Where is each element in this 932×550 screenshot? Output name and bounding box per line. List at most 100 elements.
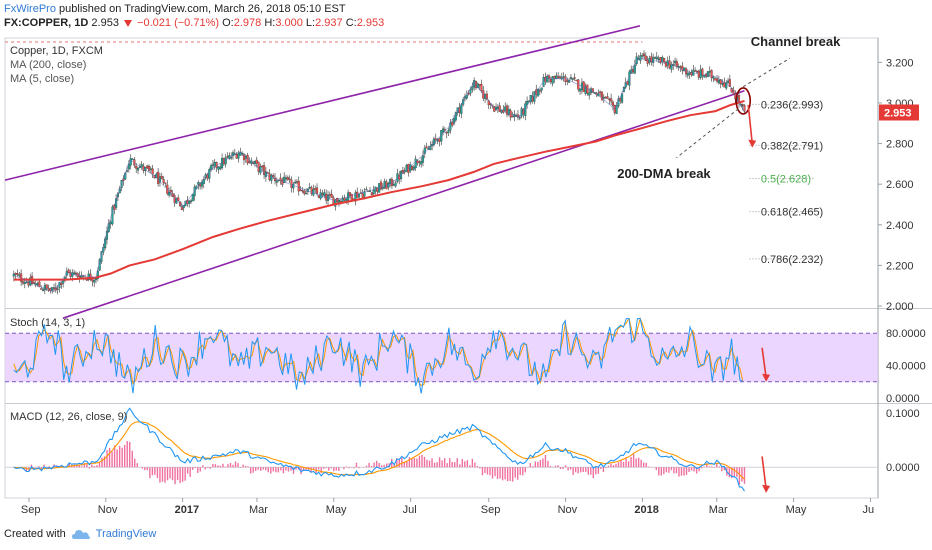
candle-body [379,181,383,190]
candle-body [109,221,112,225]
candle-body [372,189,375,195]
candle-body [447,130,450,133]
candle-body [546,75,549,83]
macd-line [13,407,745,492]
candle-body [699,69,702,79]
candle-body [679,66,682,68]
candle-body [505,105,509,115]
candle-body [67,269,70,274]
candle-body [507,109,510,115]
candle-body [297,180,300,192]
candle-body [140,164,143,167]
dma-break-pointer [676,104,744,159]
candle-body [350,193,353,201]
candle-body [135,165,138,169]
candle-body [719,79,722,84]
candle-body [191,194,194,202]
candle-body [328,194,331,196]
candle-body [356,191,359,198]
candle-body [526,100,529,105]
down-triangle-icon [124,19,133,27]
candle-body [628,71,631,86]
candle-body [292,183,295,189]
candle-body [147,166,151,171]
candle-body [272,175,275,178]
candle-body [622,87,625,92]
price-tick-label: 2.800 [886,139,914,151]
candle-body [416,160,419,164]
candle-body [180,206,183,210]
time-tick-label: Ju [862,504,874,516]
candle-body [611,101,615,106]
candle-body [321,193,324,195]
candle-body [51,287,54,291]
time-tick-label: Mar [709,504,728,516]
ma5-line [13,57,745,293]
candle-body [442,128,445,133]
publisher-link[interactable]: FxWirePro [4,3,56,15]
channel-break-annotation: Channel break [751,34,841,49]
candle-body [149,168,152,170]
candle-body [661,57,664,63]
candle-body [18,274,21,277]
stoch-band [5,333,878,382]
candle-body [166,184,169,194]
candle-body [294,181,297,184]
price-down-arrow [747,104,754,144]
candle-body [136,168,140,171]
candle-body [564,76,567,83]
candle-body [343,197,346,201]
candle-body [248,161,251,163]
candle-body [126,170,129,172]
candle-body [383,181,386,188]
candle-body [290,179,293,188]
candle-body [657,58,660,60]
candle-body [600,91,604,101]
candle-body [317,195,320,198]
channel-lower-line [62,90,745,319]
candle-body [721,83,724,85]
created-with-text: Created with [4,528,66,540]
candle-body [270,174,273,181]
candle-body [94,278,98,280]
candle-body [675,61,678,67]
candle-body [644,55,647,61]
stoch-down-arrow-head [762,373,771,382]
candle-body [255,159,258,164]
candle-body [127,163,130,170]
close-label: C: [345,17,357,29]
open-label: O: [222,17,234,29]
candle-body [21,281,25,284]
price-tick-label: 3.200 [886,57,914,69]
candle-body [639,55,642,61]
candle-body [694,70,697,72]
candle-body [237,153,240,159]
tradingview-brand[interactable]: TradingView [95,528,157,540]
candle-body [670,64,673,70]
candle-body [160,176,163,179]
candle-body [533,91,536,102]
candle-body [129,158,132,166]
candle-body [345,198,348,202]
last-price: 2.953 [91,17,119,29]
macd-tick-label: 0.0000 [886,462,920,474]
candle-body [560,77,563,80]
candle-body [310,187,313,194]
candle-body [235,153,238,159]
time-tick-label: Mar [249,504,268,516]
candle-body [370,192,373,196]
macd-tick-label: 0.1000 [886,408,920,420]
time-tick-label: May [786,504,807,516]
candle-body [646,59,649,64]
candle-body [303,190,306,194]
fib-level-label: 0.618(2.465) [761,207,823,219]
candle-body [610,98,613,102]
price-tick-label: 2.400 [886,220,914,232]
price-change: −0.021 (−0.71%) [137,17,220,29]
candle-body [575,79,578,82]
candle-body [540,87,543,91]
candle-body [621,93,624,103]
candle-body [210,165,213,170]
stoch-d-line [13,317,744,387]
